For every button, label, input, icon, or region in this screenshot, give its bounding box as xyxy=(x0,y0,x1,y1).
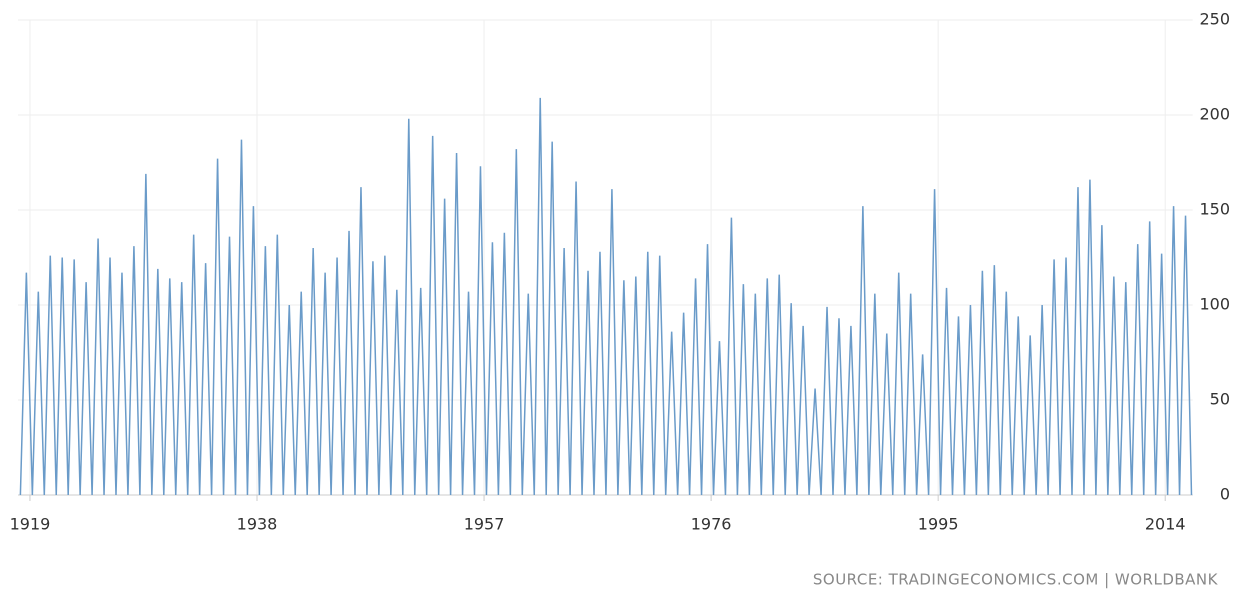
y-tick-label: 150 xyxy=(1199,200,1230,219)
y-tick-label: 50 xyxy=(1210,390,1230,409)
x-tick-label: 1919 xyxy=(10,515,51,534)
x-tick-label: 1938 xyxy=(237,515,278,534)
x-tick-label: 1995 xyxy=(918,515,959,534)
x-tick-label: 1976 xyxy=(691,515,732,534)
y-tick-label: 0 xyxy=(1220,485,1230,504)
x-tick-label: 2014 xyxy=(1145,515,1186,534)
y-tick-label: 250 xyxy=(1199,10,1230,29)
line xyxy=(19,97,1193,496)
x-tick-label: 1957 xyxy=(464,515,505,534)
source: SOURCE: TRADINGECONOMICS.COM | WORLDBANK xyxy=(813,571,1219,589)
y-tick-label: 100 xyxy=(1199,295,1230,314)
y-tick-label: 200 xyxy=(1199,105,1230,124)
